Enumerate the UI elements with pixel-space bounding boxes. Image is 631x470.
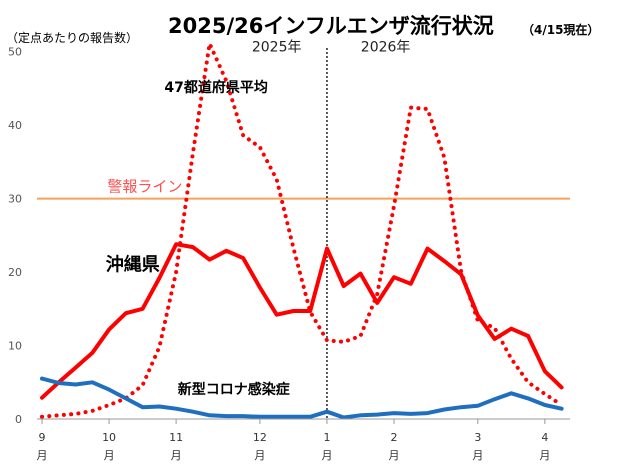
x-tick-label-unit-2: 月 <box>389 449 400 462</box>
new-corona-series-label: 新型コロナ感染症 <box>178 381 290 398</box>
x-tick-label-unit-3: 月 <box>472 449 483 462</box>
y-tick-label-30: 30 <box>8 193 22 206</box>
national-average-series-line <box>40 41 564 419</box>
x-tick-label-month-4: 4 <box>541 431 548 444</box>
chart-title-date-note: （4/15現在） <box>522 23 600 37</box>
y-tick-label-20: 20 <box>8 266 22 279</box>
y-tick-label-10: 10 <box>8 340 22 353</box>
okinawa-series-line <box>40 242 564 400</box>
y-tick-label-0: 0 <box>15 413 22 426</box>
x-tick-label-month-2: 2 <box>391 431 398 444</box>
warning-line-group: 警報ライン <box>37 178 570 200</box>
x-tick-label-month-12: 12 <box>253 431 267 444</box>
x-tick-label-month-11: 11 <box>169 431 183 444</box>
series-group <box>40 41 564 420</box>
year-label-0: 2025年 <box>252 40 302 56</box>
x-tick-label-unit-12: 月 <box>254 449 265 462</box>
x-tick-label-unit-10: 月 <box>104 449 115 462</box>
year-label-1: 2026年 <box>361 40 411 56</box>
new-corona-series-line <box>40 376 564 420</box>
y-axis-unit-label: （定点あたりの報告数） <box>6 31 139 45</box>
axes-group: 0 10 20 30 40 50 9 月 10 月 11 月 12 月 1 月 2 月 3 月 4 月 <box>8 46 570 462</box>
x-tick-label-unit-4: 月 <box>539 449 550 462</box>
x-tick-label-month-9: 9 <box>39 431 46 444</box>
x-tick-label-unit-9: 月 <box>37 449 48 462</box>
y-tick-label-50: 50 <box>8 46 22 59</box>
year-divider-group: 2025年 2026年 <box>252 40 411 419</box>
warning-line-label: 警報ライン <box>107 178 182 196</box>
x-tick-label-month-1: 1 <box>323 431 330 444</box>
okinawa-series-label: 沖縄県 <box>106 254 160 276</box>
x-tick-label-month-3: 3 <box>474 431 481 444</box>
x-tick-label-unit-1: 月 <box>321 449 332 462</box>
x-tick-label-unit-11: 月 <box>171 449 182 462</box>
chart-title: 2025/26インフルエンザ流行状況 <box>168 14 494 38</box>
x-tick-label-month-10: 10 <box>102 431 116 444</box>
y-tick-label-40: 40 <box>8 119 22 132</box>
national-average-series-label: 47都道府県平均 <box>164 79 267 96</box>
